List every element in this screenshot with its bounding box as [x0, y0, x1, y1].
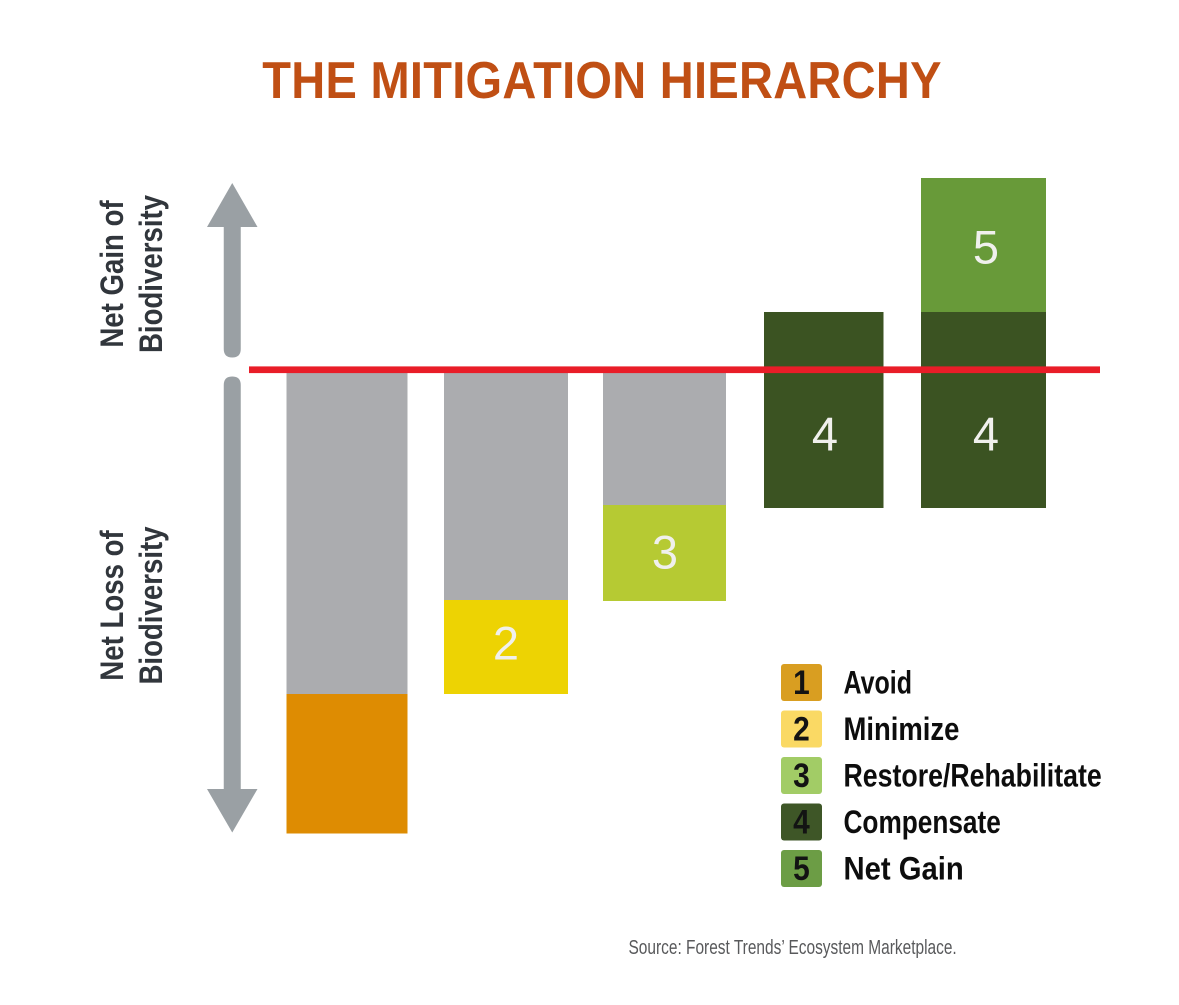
svg-text:4: 4 — [812, 408, 838, 461]
svg-text:Minimize: Minimize — [844, 712, 960, 748]
svg-text:THE MITIGATION HIERARCHY: THE MITIGATION HIERARCHY — [262, 52, 941, 109]
svg-text:4: 4 — [973, 408, 999, 461]
svg-text:Avoid: Avoid — [844, 665, 912, 701]
svg-text:2: 2 — [493, 617, 519, 670]
svg-text:5: 5 — [793, 849, 810, 887]
svg-text:Net Loss of: Net Loss of — [95, 529, 131, 680]
svg-text:Biodiversity: Biodiversity — [134, 526, 170, 684]
svg-text:3: 3 — [793, 756, 810, 794]
svg-text:Net Gain of: Net Gain of — [95, 199, 131, 347]
svg-text:Biodiversity: Biodiversity — [134, 195, 170, 353]
svg-text:Net Gain: Net Gain — [844, 850, 964, 887]
svg-text:Restore/Rehabilitate: Restore/Rehabilitate — [844, 758, 1102, 794]
svg-text:4: 4 — [793, 803, 810, 841]
svg-text:5: 5 — [973, 221, 999, 274]
svg-text:2: 2 — [793, 710, 810, 748]
svg-text:Compensate: Compensate — [844, 804, 1001, 840]
svg-text:1: 1 — [793, 663, 810, 701]
svg-text:Source: Forest Trends’ Ecosyst: Source: Forest Trends’ Ecosystem Marketp… — [629, 936, 957, 958]
svg-text:3: 3 — [652, 526, 678, 579]
